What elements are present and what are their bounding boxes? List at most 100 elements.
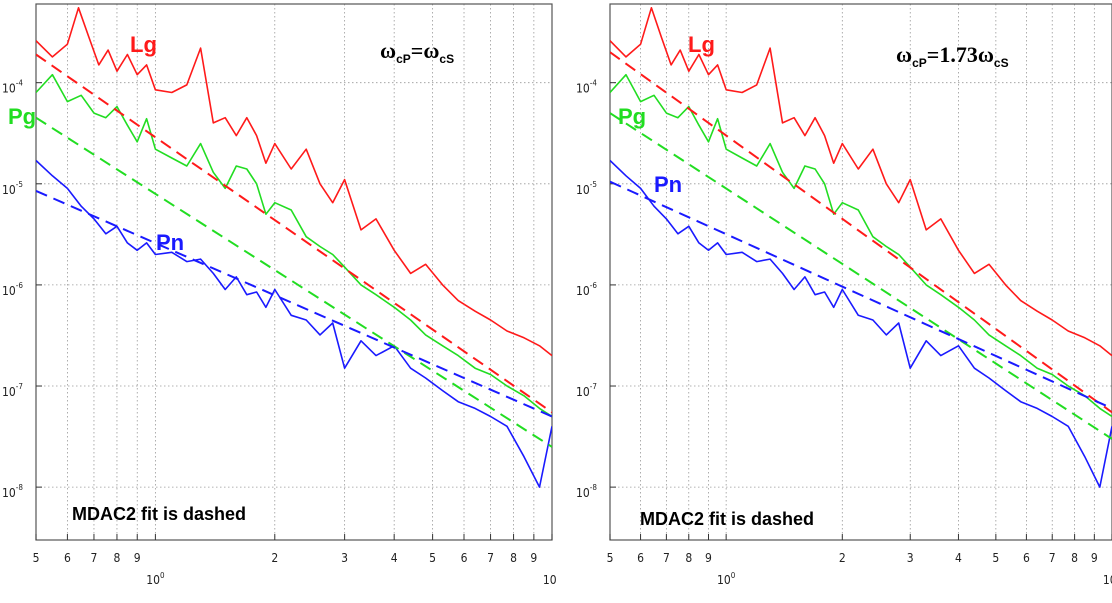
p1-x-tick-label-base-9: 6 <box>1023 551 1030 565</box>
p1-x-tick-label-base-12: 9 <box>1091 551 1098 565</box>
p0-y-tick-label-base-1: 10 <box>2 183 16 197</box>
p1-x-tick-label-3: 8 <box>685 551 692 565</box>
p0-series-label-pg: Pg <box>8 104 36 129</box>
p1-y-tick-label-4: 10-8 <box>576 483 597 500</box>
p0-series-label-lg: Lg <box>130 32 157 57</box>
p0-y-tick-label-base-3: 10 <box>2 385 16 399</box>
p0-x-tick-label-10: 7 <box>487 551 494 565</box>
p1-y-tick-label-1: 10-5 <box>576 180 597 197</box>
p1-x-tick-label-base-2: 7 <box>663 551 670 565</box>
p1-x-tick-label-base-3: 8 <box>685 551 692 565</box>
p0-x-tick-label-2: 7 <box>91 551 98 565</box>
p1-fit-note: MDAC2 fit is dashed <box>640 509 814 529</box>
p1-x-tick-label-base-8: 5 <box>992 551 999 565</box>
p1-x-tick-label-base-10: 7 <box>1049 551 1056 565</box>
p0-y-tick-label-base-2: 10 <box>2 284 16 298</box>
p1-x-tick-label-base-14: 10 <box>1103 573 1112 587</box>
p1-y-tick-label-exp-2: -6 <box>590 281 598 290</box>
p0-x-tick-label-exp-13: 0 <box>160 571 165 580</box>
p0-x-tick-label-base-5: 2 <box>271 551 278 565</box>
p1-series-line-pg <box>610 73 1112 418</box>
p1-x-tick-label-13: 100 <box>717 571 736 587</box>
p1-x-tick-label-base-6: 3 <box>907 551 914 565</box>
p0-annot-omega-2: ω <box>423 38 439 63</box>
p1-x-tick-label-9: 6 <box>1023 551 1030 565</box>
p0-y-tick-label-exp-3: -7 <box>16 382 23 391</box>
p1-annot-equals: =1.73 <box>927 42 978 67</box>
p0-x-tick-label-base-0: 5 <box>33 551 40 565</box>
p1-y-tick-label-2: 10-6 <box>576 281 597 298</box>
p1-y-tick-label-base-2: 10 <box>576 284 590 298</box>
p0-fit-line-pg <box>36 116 552 448</box>
p0-annot-omega-1: ω <box>380 38 396 63</box>
p0-plot-frame <box>35 3 553 541</box>
p0-x-tick-label-base-2: 7 <box>91 551 98 565</box>
p0-y-tick-label-4: 10-8 <box>2 483 23 500</box>
p0-x-tick-label-base-4: 9 <box>134 551 141 565</box>
p1-x-tick-label-base-1: 6 <box>637 551 644 565</box>
p0-y-tick-label-base-0: 10 <box>2 82 16 96</box>
p1-series-label-pn: Pn <box>654 172 682 197</box>
p1-y-tick-label-base-0: 10 <box>576 82 590 96</box>
p0-plot-area <box>36 7 552 488</box>
p0-x-tick-label-base-1: 6 <box>64 551 71 565</box>
p1-x-tick-label-5: 2 <box>839 551 846 565</box>
p1-annot-sub-2: cS <box>994 56 1009 70</box>
p1-annot-sub-1: cP <box>912 56 927 70</box>
p0-x-tick-label-7: 4 <box>391 551 398 565</box>
p1-gridlines <box>609 4 1112 540</box>
p1-series-line-lg <box>610 7 1112 357</box>
p1-fit-line-lg <box>610 51 1112 414</box>
p0-x-tick-label-base-7: 4 <box>391 551 398 565</box>
chart-panel-right: 567892345678910010110-410-510-610-710-8L… <box>576 3 1112 587</box>
p1-x-tick-label-base-4: 9 <box>705 551 712 565</box>
p1-plot-area <box>610 7 1112 488</box>
p1-x-tick-label-exp-13: 0 <box>731 571 736 580</box>
p1-x-tick-label-12: 9 <box>1091 551 1098 565</box>
p1-x-tick-label-1: 6 <box>637 551 644 565</box>
p1-y-tick-label-base-3: 10 <box>576 385 590 399</box>
p0-y-tick-label-exp-2: -6 <box>16 281 24 290</box>
p1-fit-line-pg <box>610 112 1112 440</box>
p0-x-tick-label-4: 9 <box>134 551 141 565</box>
p0-y-tick-label-0: 10-4 <box>2 79 23 96</box>
p1-y-tick-label-exp-1: -5 <box>590 180 597 189</box>
p1-x-tick-label-10: 7 <box>1049 551 1056 565</box>
p0-annot-sub-1: cP <box>396 52 411 66</box>
p0-x-tick-label-1: 6 <box>64 551 71 565</box>
p0-annot-equals: = <box>411 38 424 63</box>
p0-x-tick-label-9: 6 <box>461 551 468 565</box>
p0-series-line-pn <box>36 159 552 488</box>
p0-x-tick-label-base-14: 10 <box>543 573 556 587</box>
p0-x-tick-label-6: 3 <box>341 551 348 565</box>
p0-x-tick-label-base-13: 10 <box>146 573 160 587</box>
p1-annot-omega-1: ω <box>896 42 912 67</box>
p1-y-tick-label-base-1: 10 <box>576 183 590 197</box>
p0-fit-line-lg <box>36 53 552 414</box>
p1-y-tick-label-exp-0: -4 <box>590 79 598 88</box>
p0-y-tick-label-exp-1: -5 <box>16 180 23 189</box>
p1-plot-frame <box>609 3 1112 541</box>
p0-fit-line-pn <box>36 189 552 418</box>
p1-series-label-lg: Lg <box>688 32 715 57</box>
p0-y-tick-label-exp-0: -4 <box>16 79 24 88</box>
p1-y-tick-label-3: 10-7 <box>576 382 597 399</box>
p1-y-tick-label-exp-4: -8 <box>590 483 598 492</box>
p0-y-tick-label-3: 10-7 <box>2 382 23 399</box>
p0-series-line-pg <box>36 73 552 418</box>
p1-series-line-pn <box>610 159 1112 488</box>
p0-x-tick-label-11: 8 <box>510 551 517 565</box>
p1-y-axis: 10-410-510-610-710-8 <box>576 79 616 500</box>
p1-x-tick-label-base-13: 10 <box>717 573 731 587</box>
p0-fit-note: MDAC2 fit is dashed <box>72 504 246 524</box>
p1-x-tick-label-base-5: 2 <box>839 551 846 565</box>
p1-x-tick-label-base-11: 8 <box>1071 551 1078 565</box>
p1-y-tick-label-base-4: 10 <box>576 486 590 500</box>
p1-x-tick-label-14: 101 <box>1103 571 1112 587</box>
p1-x-tick-label-0: 5 <box>607 551 614 565</box>
chart-panel-left: 567892345678910010110-410-510-610-710-8L… <box>2 3 556 587</box>
p0-y-tick-label-2: 10-6 <box>2 281 23 298</box>
p1-x-tick-label-11: 8 <box>1071 551 1078 565</box>
